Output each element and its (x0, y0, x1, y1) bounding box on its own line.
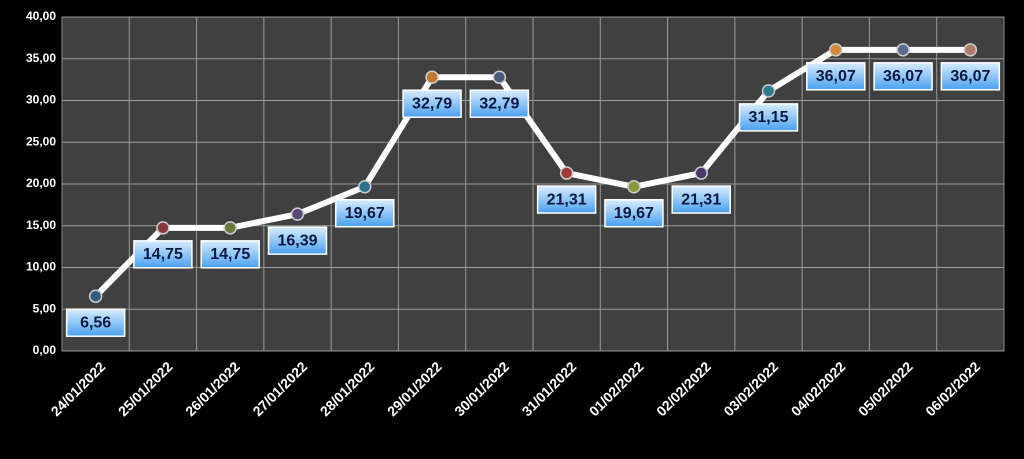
y-tick-label: 20,00 (26, 176, 56, 190)
data-label-box (671, 185, 731, 214)
marker (829, 43, 843, 57)
data-label: 21,31 (547, 191, 587, 208)
marker (627, 180, 641, 194)
data-label-box (604, 199, 664, 228)
y-tick-label: 30,00 (26, 93, 56, 107)
data-label-box (940, 62, 1001, 91)
marker (492, 70, 507, 84)
data-label: 19,67 (345, 205, 385, 222)
marker (156, 221, 170, 235)
data-label: 36,07 (883, 68, 923, 85)
data-label-box (267, 226, 328, 255)
line (93, 46, 971, 299)
data-label-box (738, 103, 799, 132)
y-tick-label: 15,00 (26, 218, 56, 232)
marker (358, 180, 372, 194)
data-label: 36,07 (950, 68, 990, 85)
data-label-box (873, 62, 933, 91)
data-label-box (65, 308, 126, 337)
data-label-box (402, 89, 462, 118)
data-label: 6,56 (80, 314, 111, 331)
data-label: 16,39 (277, 232, 317, 249)
data-label: 14,75 (143, 246, 183, 263)
y-tick-label: 25,00 (26, 134, 56, 148)
marker (559, 166, 574, 180)
y-tick-label: 10,00 (26, 260, 56, 274)
data-label-box (133, 240, 193, 269)
data-label: 31,15 (748, 109, 788, 126)
data-label-box (200, 240, 260, 269)
marker (88, 289, 103, 303)
data-label-box (469, 89, 530, 118)
y-tick-label: 35,00 (26, 51, 56, 65)
data-label: 19,67 (614, 205, 654, 222)
y-tick-label: 5,00 (33, 301, 57, 315)
marker (223, 221, 237, 235)
data-label-box (806, 62, 866, 91)
data-label: 32,79 (412, 95, 452, 112)
marker (896, 43, 910, 57)
data-label: 32,79 (479, 95, 519, 112)
y-tick-label: 0,00 (33, 343, 57, 357)
marker (290, 207, 305, 221)
y-tick-label: 40,00 (26, 9, 56, 23)
data-label: 14,75 (210, 246, 250, 263)
marker (761, 84, 776, 98)
data-label-box (536, 185, 597, 214)
data-label: 21,31 (681, 191, 721, 208)
marker (963, 43, 978, 57)
data-label-box (335, 199, 395, 228)
data-label: 36,07 (816, 68, 856, 85)
marker (425, 70, 439, 84)
marker (694, 166, 708, 180)
